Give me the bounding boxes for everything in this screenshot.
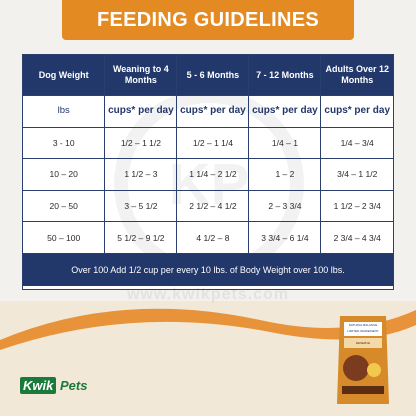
units-row: lbs cups* per day cups* per day cups* pe… — [23, 95, 393, 128]
footer-note: Over 100 Add 1/2 cup per every 10 lbs. o… — [23, 252, 393, 286]
table-cell: 5 1/2 – 9 1/2 — [104, 221, 177, 254]
table-row: 3 - 10 1/2 – 1 1/2 1/2 – 1 1/4 1/4 – 1 1… — [23, 126, 393, 159]
unit-cell: cups* per day — [104, 95, 177, 128]
unit-cell: cups* per day — [176, 95, 249, 128]
page-title: FEEDING GUIDELINES — [96, 8, 320, 31]
feeding-table-container: KP Dog Weight Weaning to 4 Months 5 - 6 … — [22, 54, 394, 290]
table-cell: 2 – 3 3/4 — [248, 189, 321, 222]
table-row: 50 – 100 5 1/2 – 9 1/2 4 1/2 – 8 3 3/4 –… — [23, 221, 393, 254]
table-footer-row: Over 100 Add 1/2 cup per every 10 lbs. o… — [23, 252, 393, 286]
table-cell: 50 – 100 — [23, 221, 105, 254]
product-line: LIMITED INGREDIENT — [347, 329, 379, 333]
background-wave — [0, 308, 416, 370]
column-header: Adults Over 12 Months — [320, 55, 393, 96]
table-cell: 3 3/4 – 6 1/4 — [248, 221, 321, 254]
logo-pets: Pets — [59, 378, 88, 393]
kwik-pets-logo: Kwik Pets — [20, 377, 88, 394]
logo-kwik: Kwik — [20, 377, 57, 394]
table-cell: 1 1/2 – 2 3/4 — [320, 189, 393, 222]
table-cell: 2 1/2 – 4 1/2 — [176, 189, 249, 222]
table-cell: 1 1/4 – 2 1/2 — [176, 158, 249, 191]
watermark-site: www.kwikpets.com — [126, 286, 290, 303]
table-header-row: Dog Weight Weaning to 4 Months 5 - 6 Mon… — [23, 55, 393, 96]
table-cell: 3 – 5 1/2 — [104, 189, 177, 222]
table-cell: 20 – 50 — [23, 189, 105, 222]
feeding-table: Dog Weight Weaning to 4 Months 5 - 6 Mon… — [23, 55, 393, 286]
product-tag: RESERVE — [355, 341, 371, 345]
table-cell: 1/2 – 1 1/2 — [104, 126, 177, 159]
table-cell: 2 3/4 – 4 3/4 — [320, 221, 393, 254]
table-cell: 1/4 – 1 — [248, 126, 321, 159]
product-bag-graphic — [337, 316, 389, 404]
table-cell: 10 – 20 — [23, 158, 105, 191]
table-row: 10 – 20 1 1/2 – 3 1 1/4 – 2 1/2 1 – 2 3/… — [23, 158, 393, 191]
table-cell: 1/4 – 3/4 — [320, 126, 393, 159]
table-cell: 1 1/2 – 3 — [104, 158, 177, 191]
column-header: 5 - 6 Months — [176, 55, 249, 96]
product-bag-image: NATURAL BALANCE LIMITED INGREDIENT RESER… — [334, 312, 392, 408]
table-cell: 1/2 – 1 1/4 — [176, 126, 249, 159]
column-header: Dog Weight — [23, 55, 105, 96]
table-cell: 4 1/2 – 8 — [176, 221, 249, 254]
unit-cell: cups* per day — [248, 95, 321, 128]
table-cell: 1 – 2 — [248, 158, 321, 191]
unit-cell: cups* per day — [320, 95, 393, 128]
table-cell: 3/4 – 1 1/2 — [320, 158, 393, 191]
column-header: Weaning to 4 Months — [104, 55, 177, 96]
unit-cell: lbs — [23, 95, 105, 128]
title-banner: FEEDING GUIDELINES — [62, 0, 354, 40]
table-row: 20 – 50 3 – 5 1/2 2 1/2 – 4 1/2 2 – 3 3/… — [23, 189, 393, 222]
table-cell: 3 - 10 — [23, 126, 105, 159]
product-brand: NATURAL BALANCE — [348, 323, 378, 327]
column-header: 7 - 12 Months — [248, 55, 321, 96]
